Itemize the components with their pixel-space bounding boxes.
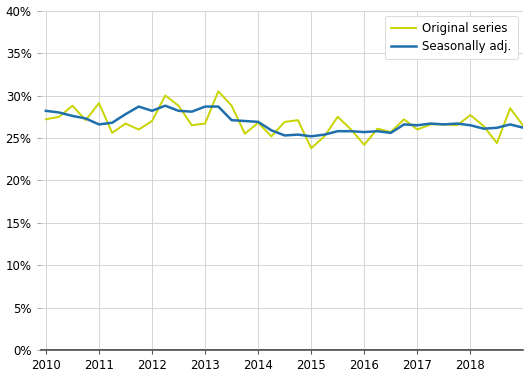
Original series <box>229 104 235 108</box>
Original series <box>69 104 76 108</box>
Original series <box>56 115 62 119</box>
Seasonally adj. <box>96 122 102 127</box>
Original series <box>308 146 314 150</box>
Seasonally adj. <box>202 104 208 109</box>
Original series <box>334 115 341 119</box>
Original series <box>109 131 115 135</box>
Seasonally adj. <box>334 129 341 133</box>
Original series <box>149 119 155 123</box>
Original series <box>281 119 288 124</box>
Original series <box>162 93 168 98</box>
Seasonally adj. <box>281 133 288 138</box>
Seasonally adj. <box>43 108 49 113</box>
Original series <box>176 104 182 108</box>
Seasonally adj. <box>176 108 182 113</box>
Seasonally adj. <box>414 123 421 127</box>
Original series <box>96 101 102 105</box>
Original series <box>268 134 275 139</box>
Seasonally adj. <box>480 126 487 131</box>
Original series <box>202 121 208 126</box>
Seasonally adj. <box>229 118 235 122</box>
Seasonally adj. <box>388 131 394 135</box>
Seasonally adj. <box>520 125 526 130</box>
Seasonally adj. <box>361 130 368 134</box>
Seasonally adj. <box>56 110 62 115</box>
Seasonally adj. <box>242 119 248 123</box>
Original series <box>348 127 354 132</box>
Original series <box>401 117 407 122</box>
Original series <box>135 127 142 132</box>
Seasonally adj. <box>454 121 460 126</box>
Seasonally adj. <box>189 109 195 114</box>
Seasonally adj. <box>507 122 513 127</box>
Original series <box>242 132 248 136</box>
Original series <box>43 117 49 122</box>
Seasonally adj. <box>268 128 275 133</box>
Original series <box>361 143 368 147</box>
Original series <box>520 124 526 129</box>
Original series <box>388 130 394 134</box>
Original series <box>467 113 473 117</box>
Seasonally adj. <box>375 129 381 133</box>
Seasonally adj. <box>427 121 434 126</box>
Original series <box>507 106 513 110</box>
Original series <box>189 123 195 127</box>
Original series <box>441 122 447 127</box>
Seasonally adj. <box>83 116 89 121</box>
Original series <box>494 141 500 146</box>
Seasonally adj. <box>109 121 115 125</box>
Original series <box>122 121 129 126</box>
Seasonally adj. <box>348 129 354 133</box>
Seasonally adj. <box>135 104 142 109</box>
Seasonally adj. <box>441 122 447 127</box>
Seasonally adj. <box>255 119 261 124</box>
Line: Seasonally adj.: Seasonally adj. <box>46 106 529 136</box>
Seasonally adj. <box>215 104 222 109</box>
Seasonally adj. <box>401 122 407 127</box>
Original series <box>83 118 89 122</box>
Original series <box>215 89 222 93</box>
Seasonally adj. <box>149 108 155 113</box>
Seasonally adj. <box>162 104 168 108</box>
Seasonally adj. <box>467 123 473 127</box>
Seasonally adj. <box>494 125 500 130</box>
Seasonally adj. <box>69 114 76 118</box>
Original series <box>414 127 421 132</box>
Seasonally adj. <box>308 134 314 139</box>
Original series <box>454 123 460 127</box>
Original series <box>375 126 381 131</box>
Original series <box>321 134 327 139</box>
Line: Original series: Original series <box>46 91 529 148</box>
Original series <box>255 121 261 125</box>
Original series <box>427 122 434 127</box>
Original series <box>295 118 301 122</box>
Seasonally adj. <box>295 132 301 137</box>
Legend: Original series, Seasonally adj.: Original series, Seasonally adj. <box>385 17 517 59</box>
Seasonally adj. <box>122 112 129 116</box>
Original series <box>480 124 487 129</box>
Seasonally adj. <box>321 132 327 137</box>
